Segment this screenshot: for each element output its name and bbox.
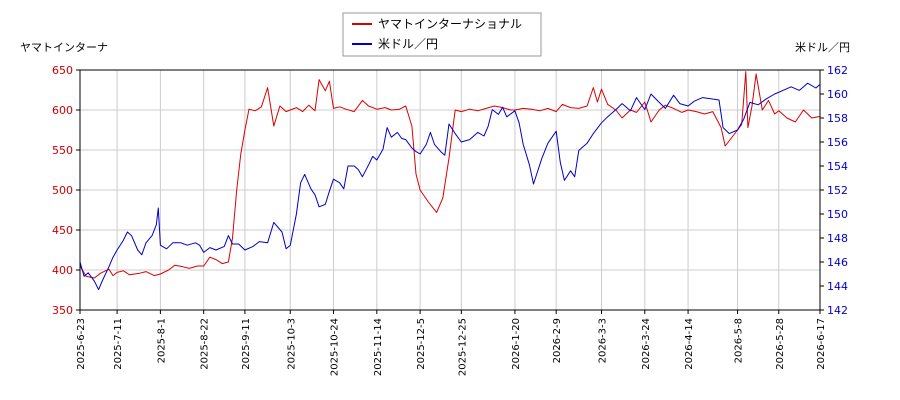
right-tick-label: 160 xyxy=(827,88,848,101)
x-tick-label: 2026-5-8 xyxy=(734,318,745,363)
x-tick-label: 2025-9-11 xyxy=(241,318,252,370)
series-line-1 xyxy=(79,71,821,279)
x-tick-label: 2025-10-3 xyxy=(286,318,297,370)
right-tick-label: 148 xyxy=(827,232,848,245)
right-tick-label: 150 xyxy=(827,208,848,221)
right-tick-label: 152 xyxy=(827,184,848,197)
legend: ヤマトインターナショナル 米ドル／円 xyxy=(342,12,542,57)
right-axis-title: 米ドル／円 xyxy=(795,41,850,54)
left-tick-label: 450 xyxy=(52,224,73,237)
x-tick-label: 2026-3-24 xyxy=(641,318,652,370)
series-layer xyxy=(79,71,821,291)
x-tick-label: 2025-12-5 xyxy=(416,318,427,370)
left-tick-label: 650 xyxy=(52,64,73,77)
x-tick-label: 2026-4-14 xyxy=(684,318,695,370)
left-tick-label: 550 xyxy=(52,144,73,157)
x-tick-label: 2026-1-20 xyxy=(511,318,522,370)
right-tick-label: 142 xyxy=(827,304,848,317)
x-tick-label: 2025-7-11 xyxy=(113,318,124,370)
x-tick-label: 2025-6-23 xyxy=(76,318,87,370)
right-tick-label: 156 xyxy=(827,136,848,149)
series-line-2 xyxy=(79,82,821,291)
x-tick-label: 2026-2-9 xyxy=(552,318,563,363)
x-axis: 2025-6-23 2025-7-11 2025-8-1 2025-8-22 2025-… xyxy=(76,310,827,376)
right-tick-label: 144 xyxy=(827,280,848,293)
x-tick-label: 2026-3-3 xyxy=(598,318,609,363)
x-tick-label: 2025-11-14 xyxy=(373,318,384,376)
x-tick-label: 2025-8-22 xyxy=(200,318,211,370)
x-tick-label: 2025-12-25 xyxy=(457,318,468,376)
x-tick-label: 2025-10-24 xyxy=(330,318,341,376)
left-axis-title: ヤマトインターナ xyxy=(20,41,108,54)
x-tick-label: 2026-5-28 xyxy=(775,318,786,370)
left-tick-label: 350 xyxy=(52,304,73,317)
right-axis: 142 144 146 148 150 152 154 156 158 160 162 xyxy=(820,64,848,317)
left-tick-label: 500 xyxy=(52,184,73,197)
right-tick-label: 158 xyxy=(827,112,848,125)
left-tick-label: 600 xyxy=(52,104,73,117)
legend-box xyxy=(342,12,542,57)
legend-label-series-2: 米ドル／円 xyxy=(378,37,438,51)
gridlines xyxy=(79,69,821,311)
left-axis: 350 400 450 500 550 600 650 xyxy=(52,64,80,317)
x-tick-label: 2025-8-1 xyxy=(156,318,167,363)
x-tick-label: 2026-6-17 xyxy=(816,318,827,370)
legend-label-series-1: ヤマトインターナショナル xyxy=(378,17,522,31)
right-tick-label: 162 xyxy=(827,64,848,77)
right-tick-label: 154 xyxy=(827,160,848,173)
right-tick-label: 146 xyxy=(827,256,848,269)
left-tick-label: 400 xyxy=(52,264,73,277)
